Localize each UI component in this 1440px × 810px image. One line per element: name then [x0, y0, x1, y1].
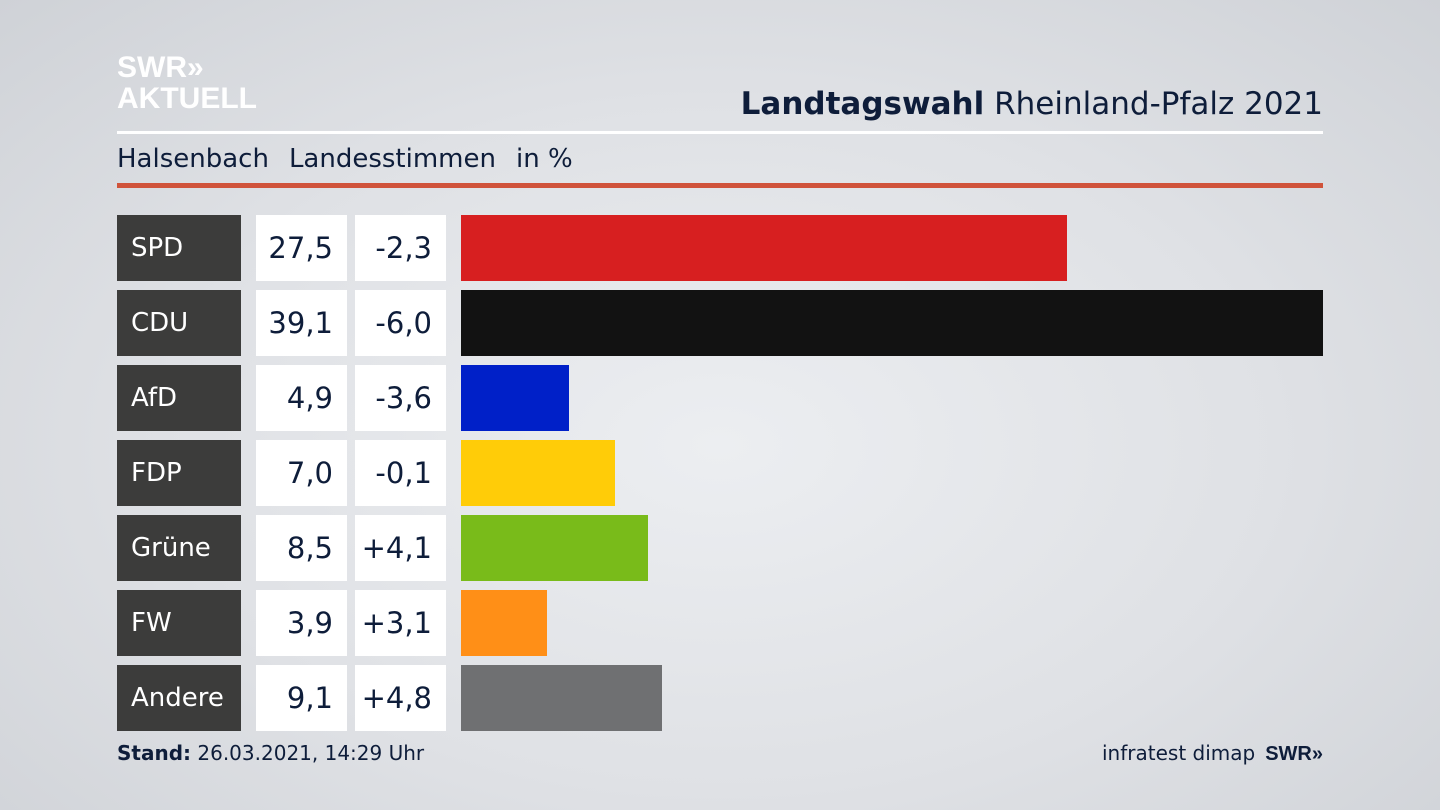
stand-value: 26.03.2021, 14:29 Uhr: [197, 741, 425, 765]
change-label: -6,0: [355, 290, 446, 356]
title-bold: Landtagswahl: [740, 86, 985, 122]
value-label: 4,9: [256, 365, 347, 431]
bar-spd: [461, 215, 1068, 281]
swr-aktuell-logo: SWR» AKTUELL: [117, 52, 257, 114]
bar-andere: [461, 665, 662, 731]
stand-label: Stand:: [117, 741, 192, 765]
footer-source: infratest dimap SWR»: [1102, 741, 1323, 766]
value-label: 39,1: [256, 290, 347, 356]
vote-type-label: Landesstimmen: [288, 144, 496, 174]
change-label: -3,6: [355, 365, 446, 431]
page-title: Landtagswahl Rheinland-Pfalz 2021: [741, 86, 1323, 122]
value-label: 3,9: [256, 590, 347, 656]
value-label: 7,0: [256, 440, 347, 506]
party-label: Grüne: [117, 515, 241, 581]
title-rest: Rheinland-Pfalz 2021: [994, 86, 1323, 122]
logo-line1: SWR»: [117, 51, 204, 84]
divider-white: [117, 131, 1323, 134]
divider-red: [117, 183, 1323, 188]
subheader: Halsenbach Landesstimmen in %: [117, 144, 593, 174]
party-label: Andere: [117, 665, 241, 731]
party-label: FDP: [117, 440, 241, 506]
change-label: -0,1: [355, 440, 446, 506]
swr-brand: SWR»: [1265, 743, 1323, 765]
change-label: +4,1: [355, 515, 446, 581]
party-label: SPD: [117, 215, 241, 281]
place-label: Halsenbach: [117, 144, 269, 174]
bar-fw: [461, 590, 547, 656]
value-label: 27,5: [256, 215, 347, 281]
bar-grüne: [461, 515, 649, 581]
change-label: +4,8: [355, 665, 446, 731]
bar-cdu: [461, 290, 1323, 356]
party-label: FW: [117, 590, 241, 656]
source-label: infratest dimap: [1102, 741, 1256, 765]
footer-stand: Stand: 26.03.2021, 14:29 Uhr: [117, 741, 424, 765]
change-label: -2,3: [355, 215, 446, 281]
bar-fdp: [461, 440, 616, 506]
change-label: +3,1: [355, 590, 446, 656]
unit-label: in %: [515, 144, 573, 174]
logo-line2: AKTUELL: [117, 82, 257, 115]
value-label: 8,5: [256, 515, 347, 581]
value-label: 9,1: [256, 665, 347, 731]
bar-afd: [461, 365, 570, 431]
party-label: CDU: [117, 290, 241, 356]
party-label: AfD: [117, 365, 241, 431]
